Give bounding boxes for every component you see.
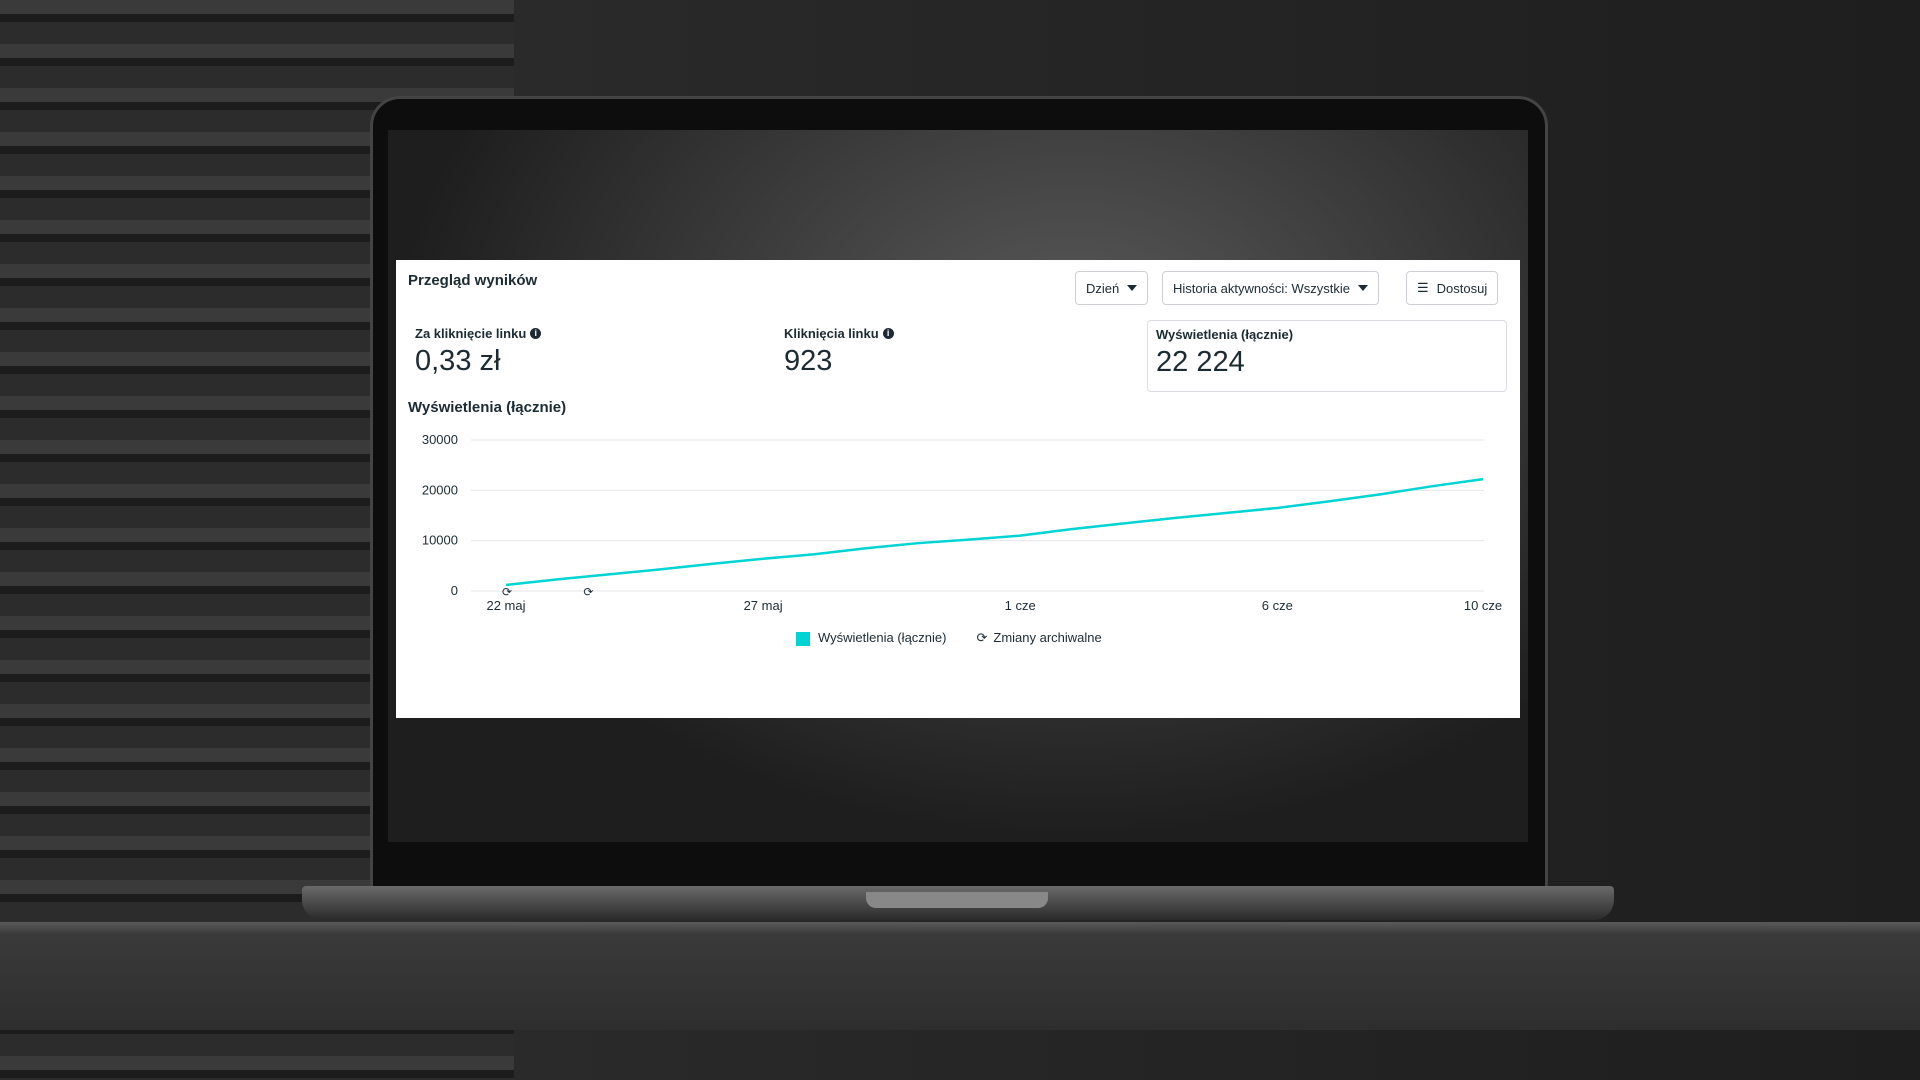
x-tick-label: 1 cze — [1005, 598, 1036, 613]
legend-swatch — [796, 631, 810, 646]
y-tick-label: 30000 — [422, 432, 458, 447]
metric-value: 923 — [784, 345, 833, 377]
impressions-chart: 30000 20000 10000 0 22 maj 27 maj 1 cze 6 cze 10… — [422, 432, 1502, 613]
metric-cost-per-click[interactable]: Za kliknięcie linku i 0,33 zł — [407, 320, 767, 392]
impressions-line — [505, 477, 1484, 587]
history-label: Historia aktywności: Wszystkie — [1173, 280, 1350, 296]
archive-icon: ⟳ — [976, 630, 988, 645]
performance-overview-panel: Przegląd wyników Dzień Historia aktywnoś… — [396, 260, 1520, 718]
y-tick-label: 0 — [451, 583, 458, 598]
x-tick-label: 10 cze — [1464, 598, 1502, 613]
panel-title: Przegląd wyników — [408, 272, 538, 289]
metric-link-clicks[interactable]: Kliknięcia linku i 923 — [776, 320, 1136, 392]
metric-value: 0,33 zł — [415, 345, 501, 377]
caret-down-icon — [1127, 285, 1138, 291]
metric-label: Za kliknięcie linku — [415, 326, 527, 341]
customize-label: Dostosuj — [1436, 280, 1488, 296]
info-icon[interactable]: i — [530, 328, 542, 339]
shelf — [0, 922, 1920, 1030]
period-dropdown[interactable]: Dzień — [1075, 271, 1149, 305]
x-tick-label: 22 maj — [486, 598, 525, 613]
customize-button[interactable]: ☰ Dostosuj — [1406, 271, 1499, 305]
archive-marker-icon: ⟳ — [583, 585, 593, 599]
metric-label: Wyświetlenia (łącznie) — [1156, 327, 1294, 342]
x-tick-label: 27 maj — [744, 598, 783, 613]
laptop-notch — [866, 892, 1048, 908]
legend-item-archive[interactable]: ⟳ Zmiany archiwalne — [976, 630, 1101, 646]
sliders-icon: ☰ — [1417, 280, 1429, 295]
y-tick-label: 10000 — [422, 533, 458, 548]
legend-label: Zmiany archiwalne — [993, 630, 1102, 645]
legend-label: Wyświetlenia (łącznie) — [818, 630, 947, 646]
chart-title: Wyświetlenia (łącznie) — [408, 399, 567, 416]
metric-label: Kliknięcia linku — [784, 326, 879, 341]
period-label: Dzień — [1086, 280, 1120, 296]
caret-down-icon — [1357, 285, 1368, 291]
archive-marker-icon: ⟳ — [502, 585, 512, 599]
metric-impressions[interactable]: Wyświetlenia (łącznie) 22 224 — [1147, 320, 1507, 392]
metric-value: 22 224 — [1156, 346, 1245, 378]
y-tick-label: 20000 — [422, 482, 458, 497]
x-tick-label: 6 cze — [1262, 598, 1293, 613]
info-icon[interactable]: i — [882, 328, 894, 339]
chart-legend: Wyświetlenia (łącznie) ⟳ Zmiany archiwaln… — [796, 630, 1102, 646]
history-dropdown[interactable]: Historia aktywności: Wszystkie — [1162, 271, 1379, 305]
legend-item-impressions[interactable]: Wyświetlenia (łącznie) — [796, 630, 946, 646]
